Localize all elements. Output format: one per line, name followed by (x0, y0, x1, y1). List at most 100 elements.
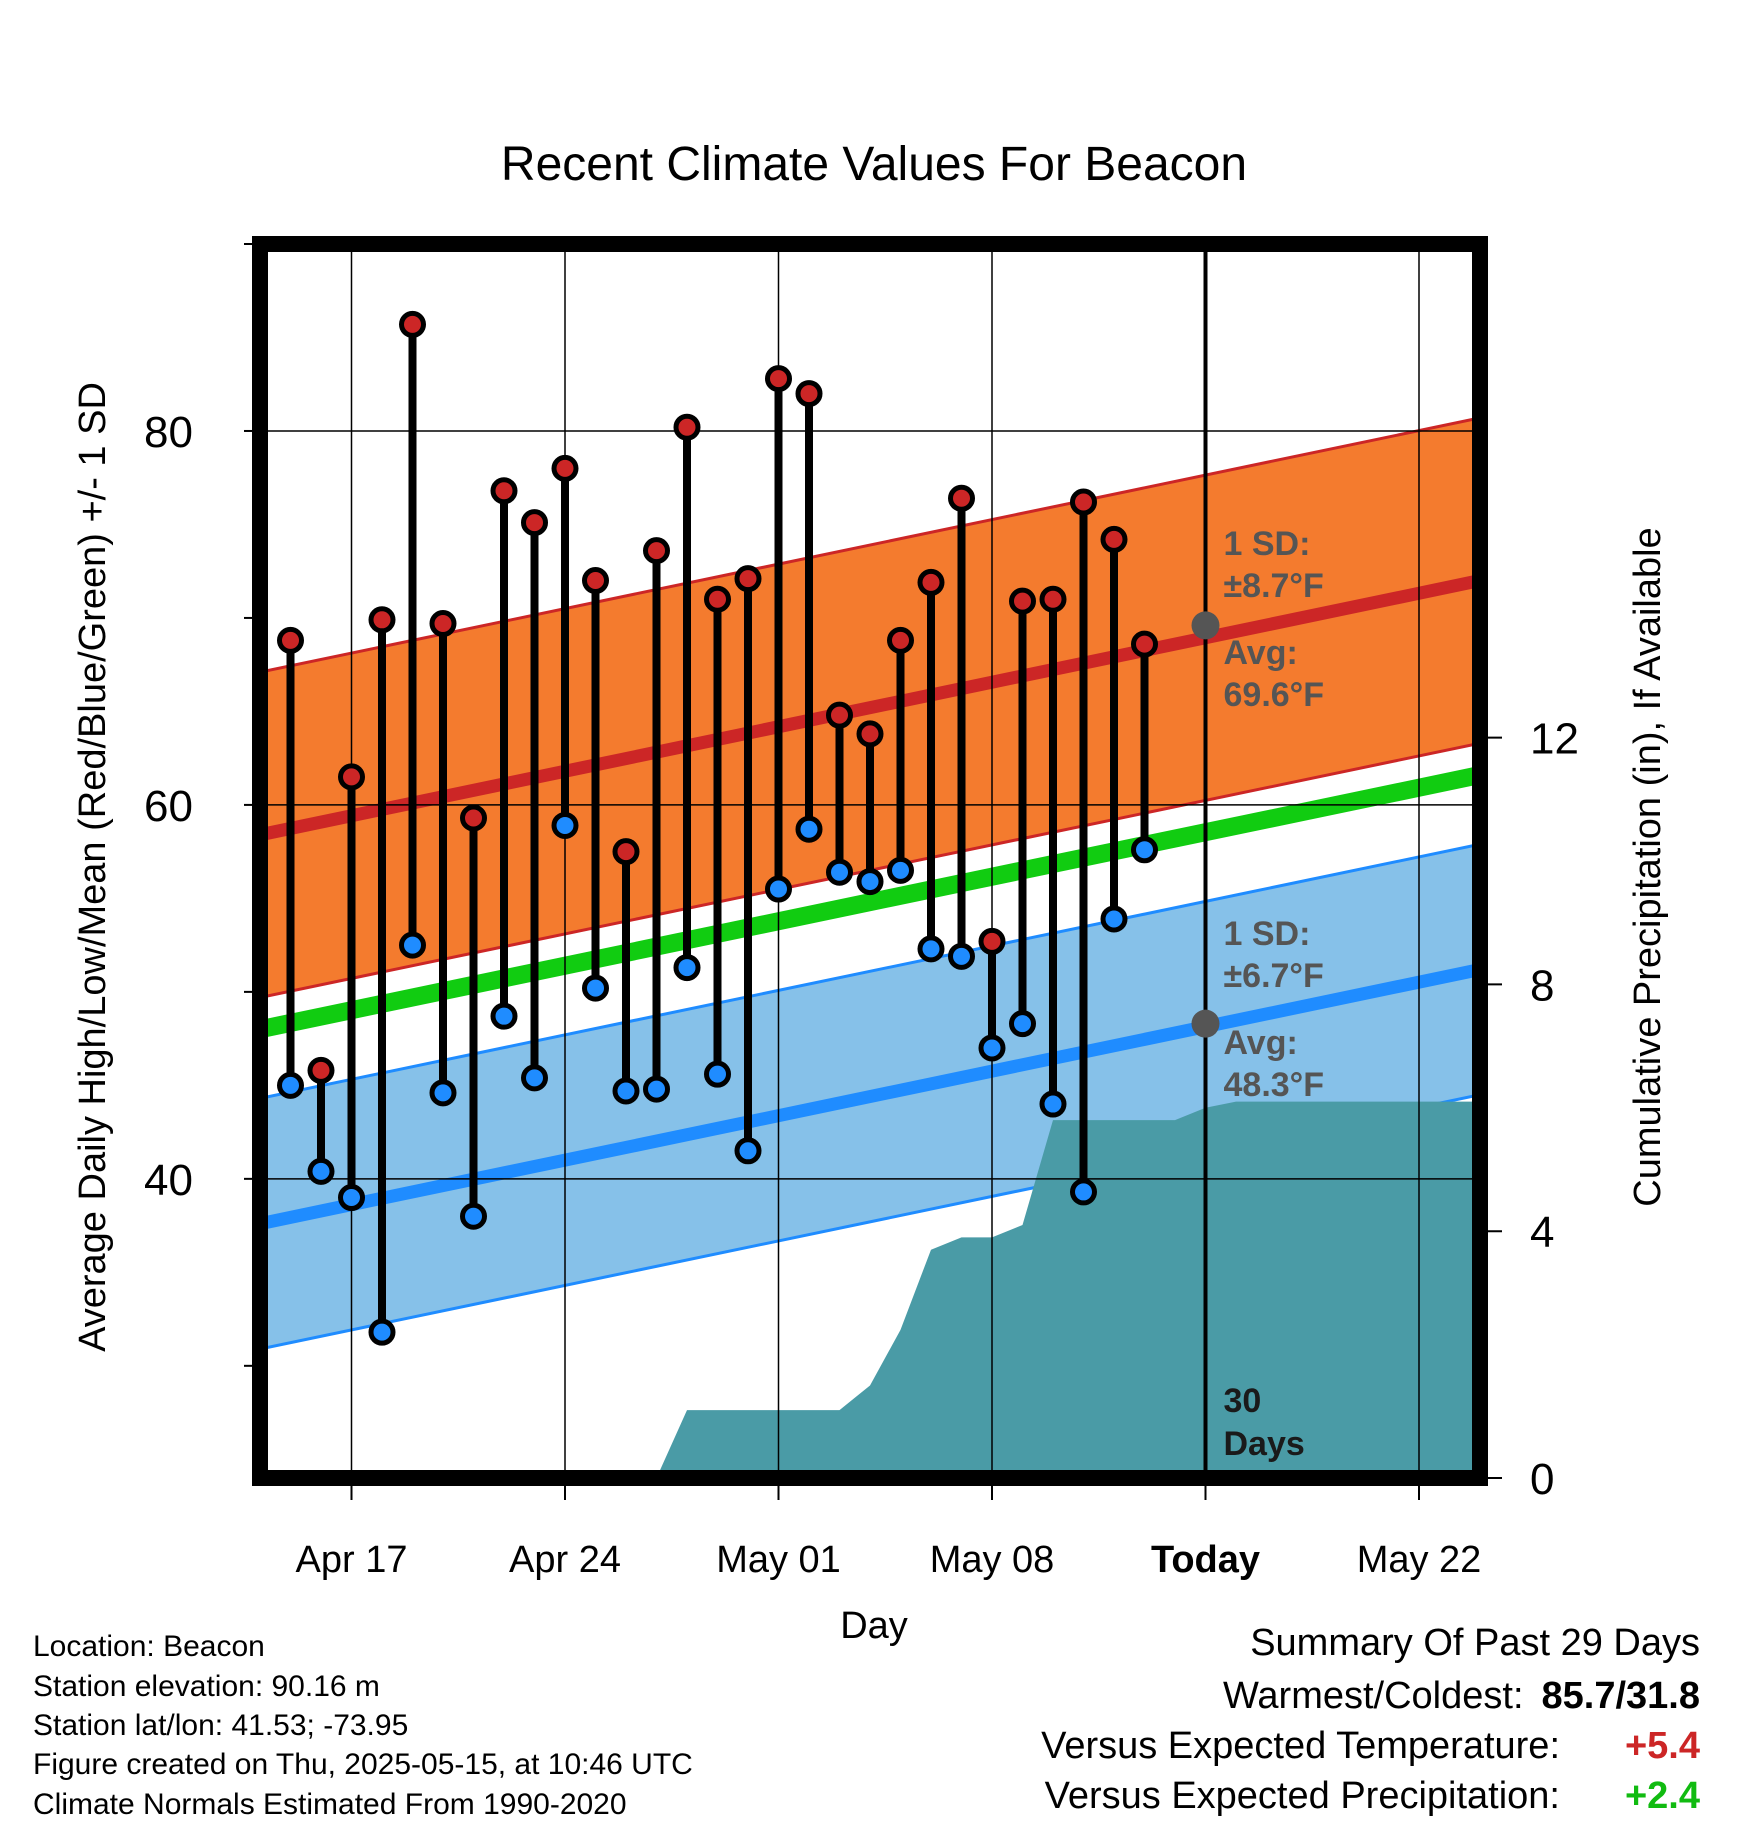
low-avg-label: Avg: (1224, 1024, 1298, 1062)
high-avg-value: 69.6°F (1224, 676, 1325, 714)
daily-low-point (551, 811, 579, 839)
y-axis-label: Average Daily High/Low/Mean (Red/Blue/Gr… (72, 382, 114, 1352)
low-sd-value: ±6.7°F (1224, 957, 1324, 995)
x-tick-label: Apr 17 (296, 1539, 408, 1581)
summary-warm-cold-label: Warmest/Coldest: (1222, 1675, 1524, 1717)
daily-high-point (429, 610, 457, 638)
daily-high-point (1100, 525, 1128, 553)
high-sd-label: 1 SD: (1224, 525, 1311, 563)
daily-low-point (795, 815, 823, 843)
daily-low-point (887, 856, 914, 884)
low-sd-label: 1 SD: (1224, 915, 1311, 953)
x-axis-label: Day (840, 1605, 908, 1647)
daily-low-point (1070, 1178, 1097, 1206)
y-tick-label: 40 (144, 1156, 193, 1205)
daily-high-point (1009, 587, 1036, 615)
daily-high-point (521, 509, 548, 537)
daily-high-point (1039, 585, 1067, 613)
x-tick-label: Apr 24 (509, 1539, 621, 1581)
x-tick-label: May 08 (930, 1539, 1055, 1581)
info-elevation: Station elevation: 90.16 m (33, 1670, 380, 1703)
summary-temp-label: Versus Expected Temperature: (1041, 1725, 1560, 1767)
daily-low-point (948, 942, 975, 970)
daily-high-point (765, 365, 792, 393)
daily-high-point (338, 763, 365, 791)
summary-warm-cold: Warmest/Coldest: 85.7/31.8 (1223, 1675, 1700, 1718)
daily-low-point (612, 1077, 640, 1105)
days-count: 30 (1224, 1382, 1262, 1420)
daily-low-point (704, 1060, 731, 1088)
info-location: Location: Beacon (33, 1630, 265, 1663)
daily-low-point (1009, 1010, 1036, 1038)
daily-low-point (582, 974, 609, 1002)
daily-high-point (704, 585, 731, 613)
info-created: Figure created on Thu, 2025-05-15, at 10… (33, 1748, 693, 1781)
daily-low-point (978, 1034, 1006, 1062)
y-tick-label: 80 (144, 408, 193, 457)
daily-high-point (582, 567, 609, 595)
summary-temp: Versus Expected Temperature: +5.4 (1041, 1725, 1700, 1768)
summary-warm-cold-value: 85.7/31.8 (1541, 1675, 1700, 1717)
daily-high-point (978, 927, 1006, 955)
daily-high-point (1131, 630, 1158, 658)
daily-high-point (490, 477, 518, 505)
y2-tick-label: 12 (1530, 715, 1579, 764)
daily-high-point (551, 454, 579, 482)
daily-high-point (612, 838, 640, 866)
low-sd-upper-edge (260, 842, 1480, 1100)
daily-low-point (765, 875, 792, 903)
daily-low-point (429, 1079, 457, 1107)
daily-low-point (1131, 836, 1158, 864)
y2-axis-label: Cumulative Precipitation (in), If Availa… (1627, 527, 1669, 1206)
daily-low-point (826, 858, 853, 886)
high-sd-upper-edge (260, 416, 1480, 674)
low-avg-value: 48.3°F (1224, 1066, 1325, 1104)
summary-temp-value: +5.4 (1624, 1725, 1700, 1767)
daily-high-point (277, 626, 304, 654)
chart-title: Recent Climate Values For Beacon (501, 138, 1247, 191)
info-normals: Climate Normals Estimated From 1990-2020 (33, 1788, 627, 1821)
y-tick-label: 60 (144, 782, 193, 831)
summary-precip-label: Versus Expected Precipitation: (1044, 1775, 1560, 1817)
daily-low-point (490, 1002, 518, 1030)
y2-tick-label: 0 (1530, 1455, 1554, 1504)
mean-normal-line (260, 766, 1480, 1039)
daily-low-point (673, 954, 701, 982)
x-tick-label: Today (1151, 1539, 1260, 1581)
daily-high-point (856, 720, 884, 748)
daily-low-point (277, 1071, 304, 1099)
daily-high-point (368, 606, 396, 634)
daily-high-point (734, 565, 762, 593)
daily-high-point (826, 701, 853, 729)
daily-low-point (734, 1137, 762, 1165)
precip-area (656, 1101, 1480, 1478)
daily-high-point (643, 537, 670, 565)
days-word: Days (1224, 1425, 1305, 1463)
today-high-avg-marker (1191, 611, 1220, 640)
plot-frame (252, 236, 1488, 1486)
daily-low-point (521, 1064, 548, 1092)
high-avg-label: Avg: (1224, 634, 1298, 672)
daily-low-point (1039, 1090, 1067, 1118)
high-sd-value: ±8.7°F (1224, 567, 1324, 605)
daily-high-point (795, 380, 823, 408)
daily-low-point (460, 1202, 487, 1230)
y2-tick-label: 4 (1530, 1208, 1554, 1257)
y2-tick-label: 8 (1530, 961, 1554, 1010)
summary-precip-value: +2.4 (1624, 1775, 1700, 1817)
daily-high-point (399, 310, 426, 338)
daily-high-point (948, 484, 975, 512)
daily-low-point (368, 1318, 396, 1346)
daily-high-point (887, 626, 914, 654)
plot-area: 1 SD: ±8.7°F Avg: 69.6°F 1 SD: ±6.7°F Avg: 48.3… (144, 236, 1579, 1581)
today-low-avg-marker (1191, 1009, 1220, 1038)
daily-low-point (1100, 905, 1128, 933)
daily-low-point (399, 931, 426, 959)
summary-precip: Versus Expected Precipitation: +2.4 (1045, 1775, 1700, 1818)
info-latlon: Station lat/lon: 41.53; -73.95 (33, 1709, 409, 1742)
high-normal-line (260, 574, 1480, 842)
daily-high-point (673, 413, 701, 441)
daily-high-point (460, 804, 487, 832)
summary-title: Summary Of Past 29 Days (1250, 1622, 1700, 1664)
